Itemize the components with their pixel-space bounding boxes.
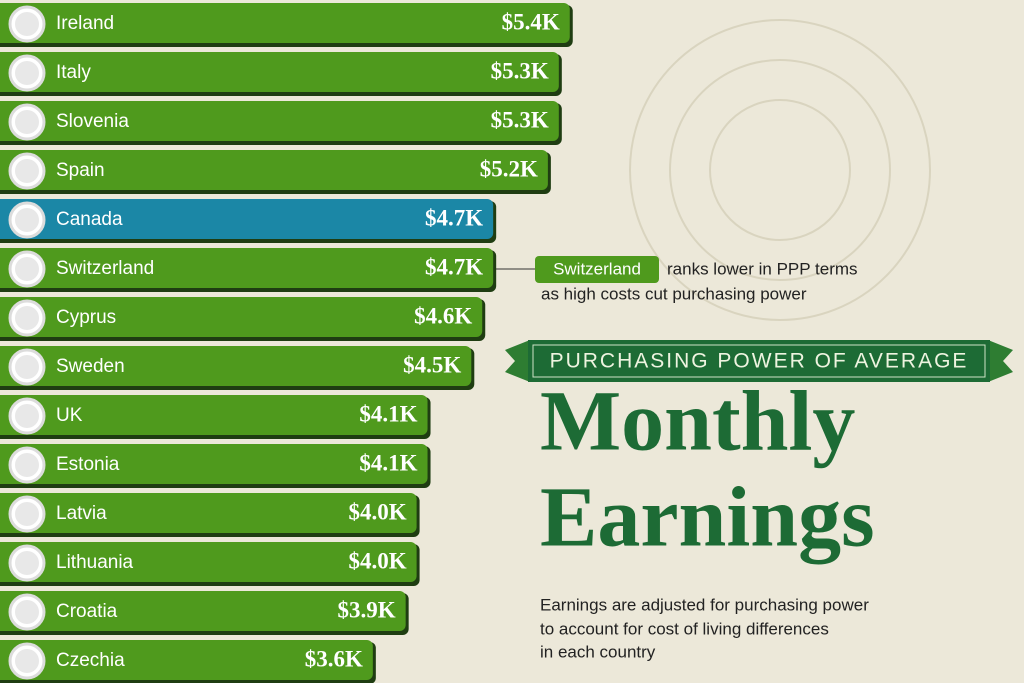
value-label: $4.0K (348, 499, 406, 524)
flag-inner (15, 404, 39, 428)
title: Monthly (540, 373, 855, 469)
flag-inner (15, 502, 39, 526)
flag-inner (15, 551, 39, 575)
value-label: $4.7K (425, 254, 483, 279)
watermark (629, 19, 931, 321)
flag-inner (15, 208, 39, 232)
flag-inner (15, 306, 39, 330)
subtitle: to account for cost of living difference… (540, 619, 829, 638)
title: Earnings (540, 469, 875, 565)
flag-inner (15, 110, 39, 134)
annotation-box (535, 256, 659, 283)
category-label: Estonia (56, 454, 120, 475)
flag-inner (15, 61, 39, 85)
value-label: $4.0K (348, 548, 406, 573)
value-label: $3.9K (338, 597, 396, 622)
bar (0, 444, 428, 484)
category-label: Croatia (56, 601, 118, 622)
bar (0, 101, 559, 141)
category-label: Latvia (56, 503, 107, 524)
value-label: $3.6K (305, 646, 363, 671)
category-label: Slovenia (56, 111, 129, 132)
subtitle: Earnings are adjusted for purchasing pow… (540, 595, 869, 614)
value-label: $4.7K (425, 205, 483, 230)
flag-inner (15, 453, 39, 477)
annotation-text: as high costs cut purchasing power (541, 284, 807, 303)
supertitle: PURCHASING POWER OF AVERAGE (550, 350, 969, 373)
bar (0, 52, 559, 92)
category-label: Italy (56, 62, 91, 83)
bar (0, 3, 570, 43)
bar (0, 346, 472, 386)
bar (0, 150, 548, 190)
bar (0, 199, 494, 239)
bar (0, 248, 494, 288)
category-label: Ireland (56, 13, 114, 34)
bar (0, 395, 428, 435)
value-label: $5.4K (502, 9, 560, 34)
value-label: $4.5K (403, 352, 461, 377)
category-label: Czechia (56, 650, 125, 671)
value-label: $5.3K (491, 107, 549, 132)
bar (0, 542, 417, 582)
flag-inner (15, 12, 39, 36)
category-label: Sweden (56, 356, 125, 377)
bar (0, 297, 483, 337)
bar (0, 640, 373, 680)
category-label: Lithuania (56, 552, 134, 573)
value-label: $5.3K (491, 58, 549, 83)
annotation-highlight: Switzerland (553, 259, 641, 278)
bar (0, 591, 406, 631)
value-label: $4.1K (359, 401, 417, 426)
bar (0, 493, 417, 533)
category-label: Canada (56, 209, 123, 230)
category-label: Spain (56, 160, 105, 181)
value-label: $4.6K (414, 303, 472, 328)
category-label: UK (56, 405, 83, 426)
annotation-text: ranks lower in PPP terms (667, 259, 858, 278)
ribbon (528, 340, 990, 382)
value-label: $5.2K (480, 156, 538, 181)
flag-inner (15, 257, 39, 281)
category-label: Cyprus (56, 307, 116, 328)
flag-inner (15, 159, 39, 183)
ribbon-border (532, 344, 986, 378)
subtitle: in each country (540, 642, 656, 661)
flag-inner (15, 600, 39, 624)
flag-inner (15, 355, 39, 379)
category-label: Switzerland (56, 258, 154, 279)
value-label: $4.1K (359, 450, 417, 475)
flag-inner (15, 649, 39, 673)
